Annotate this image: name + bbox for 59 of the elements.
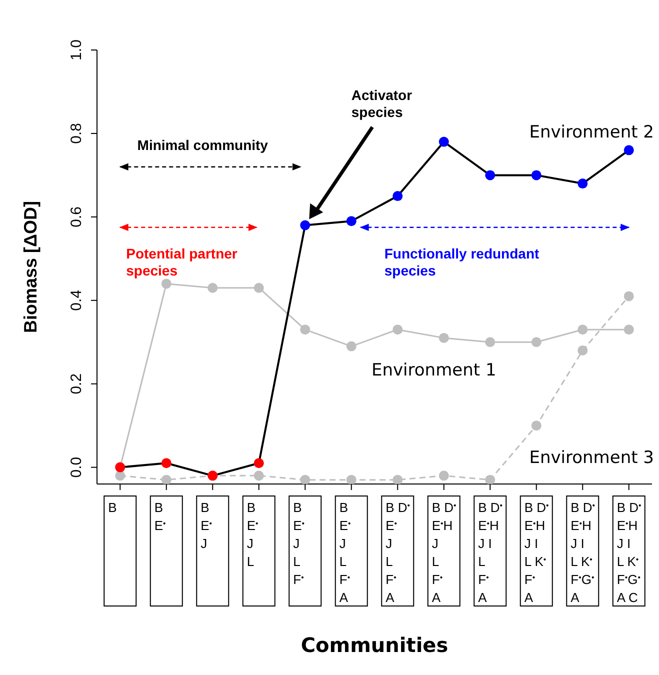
point (578, 178, 588, 189)
series-label: Environment 1 (371, 360, 496, 380)
y-tick-label: 0.0 (68, 456, 85, 478)
category-label: B D$^{•}$ E$^{•}$H J I L F$^{•}$ A (478, 500, 503, 605)
x-tick-label: B E$^{•}$ J L (246, 500, 259, 569)
point (392, 474, 403, 484)
series-label: Environment 2 (529, 122, 654, 143)
category-label: B D$^{•}$ E$^{•}$H J I L K$^{•}$ F$^{•}$G$^{•}$ A (570, 500, 596, 605)
point (485, 170, 496, 180)
point (300, 324, 310, 335)
point (254, 470, 264, 481)
annotation: Activator species (351, 87, 413, 120)
point (300, 474, 310, 484)
point (624, 145, 634, 156)
category-label: B D$^{•}$ E$^{•}$H J I L K$^{•}$ F$^{•}$G$^{•}$ A C (616, 500, 642, 605)
point (346, 341, 356, 352)
x-axis-title: Communities (300, 633, 448, 657)
point (578, 345, 588, 356)
annotation: Potential partner species (126, 246, 238, 279)
point (624, 324, 634, 335)
point (438, 136, 449, 147)
point (624, 291, 634, 302)
point (531, 170, 542, 180)
point (485, 474, 496, 484)
point (161, 474, 172, 484)
point (300, 220, 310, 230)
category-label: B D$^{•}$ E$^{•}$H J L F$^{•}$ A (432, 500, 456, 605)
y-axis-title: Biomass [ΔOD] (20, 201, 40, 333)
y-tick-label: 0.6 (68, 206, 85, 228)
point (531, 337, 542, 348)
point (438, 332, 449, 343)
category-label: B D$^{•}$ E$^{•}$H J I L K$^{•}$ F$^{•}$ A (524, 500, 549, 605)
point (392, 191, 403, 202)
point (531, 420, 542, 431)
x-tick-label: B E$^{•}$ (154, 500, 166, 533)
series-label: Environment 3 (529, 448, 654, 468)
y-tick-label: 1.0 (68, 40, 85, 60)
annotation: Functionally redundant species (384, 246, 540, 279)
y-tick-label: 0.8 (68, 123, 85, 144)
point (161, 278, 172, 289)
y-tick-label: 0.4 (68, 290, 85, 311)
x-tick-label: B E$^{•}$ J L F$^{•}$ (293, 500, 305, 587)
x-tick-label: B (108, 500, 117, 515)
point (346, 216, 356, 226)
point (438, 470, 449, 481)
point (161, 458, 172, 468)
x-tick-label: B E$^{•}$ J L F$^{•}$ A (339, 500, 352, 605)
point (346, 474, 356, 484)
point (115, 470, 126, 481)
point (208, 282, 218, 293)
annotation: Minimal community (137, 137, 268, 154)
point (485, 337, 496, 348)
point (254, 458, 264, 468)
point (578, 324, 588, 335)
y-tick-label: 0.2 (68, 373, 85, 394)
point (392, 324, 403, 335)
x-tick-label: B E$^{•}$ J (200, 500, 212, 551)
point (254, 282, 264, 293)
category-label: B D$^{•}$ E$^{•}$ J L F$^{•}$ A (386, 500, 410, 605)
